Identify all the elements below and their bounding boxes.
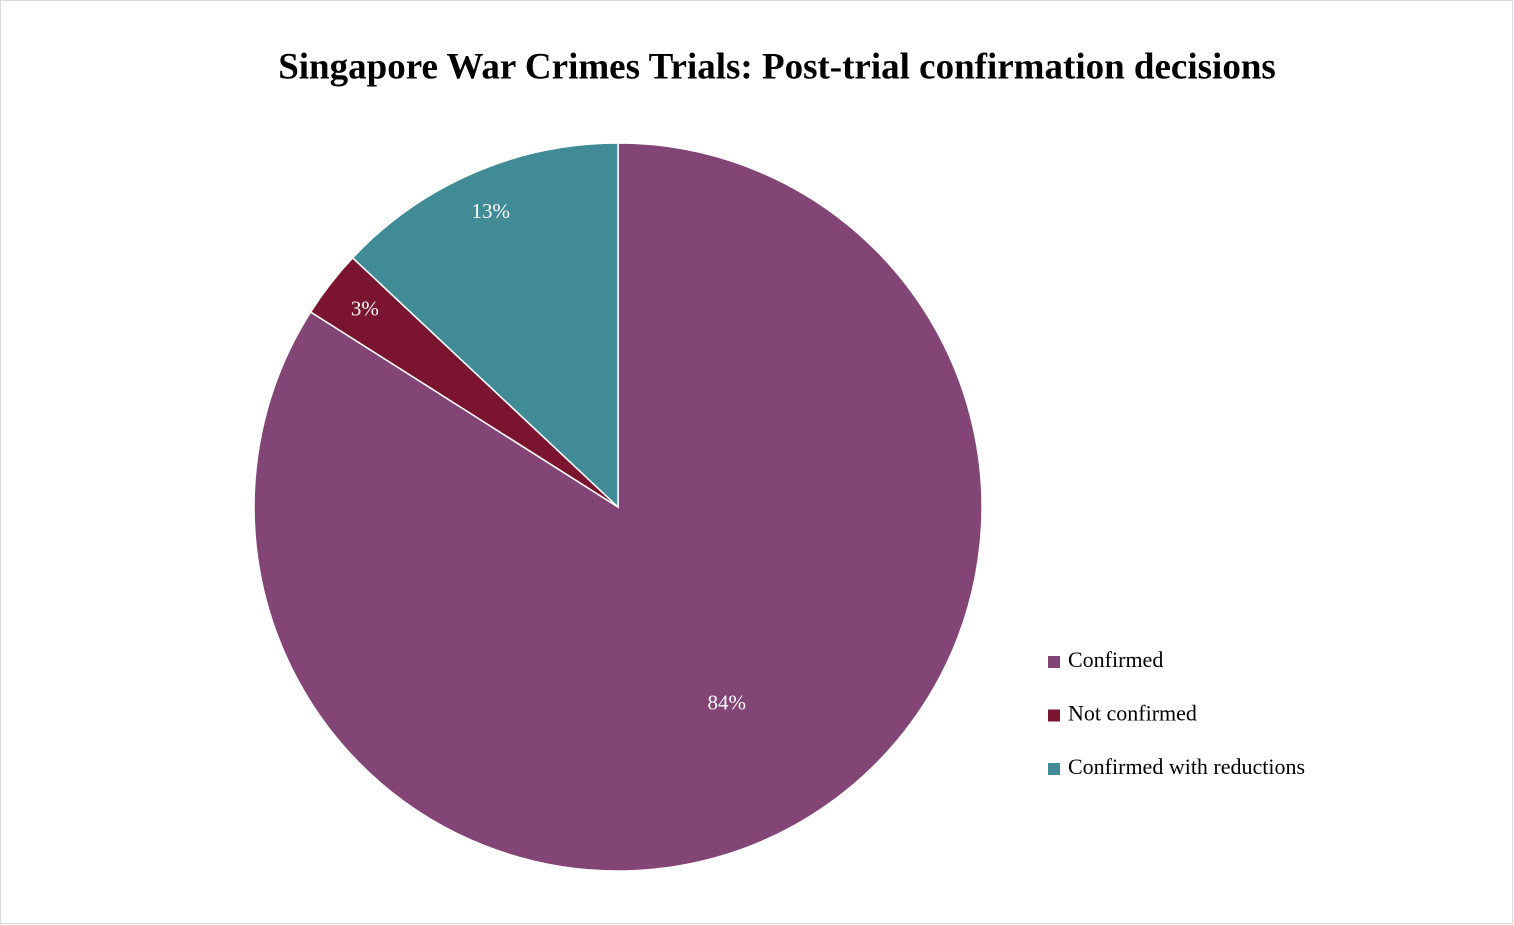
legend-label: Confirmed: [1068, 647, 1163, 672]
chart-title: Singapore War Crimes Trials: Post-trial …: [278, 46, 1276, 87]
data-label: 84%: [707, 691, 746, 715]
legend-label: Not confirmed: [1068, 701, 1197, 726]
legend-swatch: [1048, 656, 1060, 668]
data-label: 13%: [472, 199, 511, 223]
legend-label: Confirmed with reductions: [1068, 754, 1305, 779]
pie-slice: [351, 142, 619, 509]
legend-swatch: [1048, 763, 1060, 775]
data-label: 3%: [351, 296, 379, 320]
legend-swatch: [1048, 709, 1060, 722]
